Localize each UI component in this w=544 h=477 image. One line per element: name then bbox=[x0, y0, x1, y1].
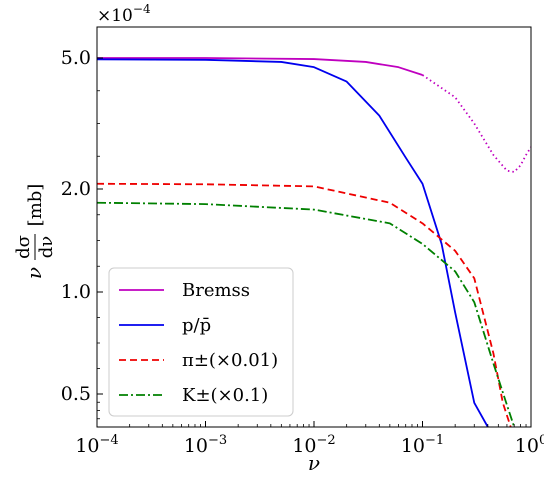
x-tick-label: 10−3 bbox=[184, 433, 227, 457]
y-tick-label: 1.0 bbox=[61, 281, 91, 303]
axis-labels: ×10−4 ν ν dσ dν [mb] bbox=[13, 2, 320, 475]
y-tick-label: 5.0 bbox=[61, 47, 91, 69]
series-layer bbox=[97, 57, 531, 427]
series-line-4 bbox=[97, 201, 516, 427]
x-tick-label: 10−1 bbox=[401, 433, 444, 457]
series-line-2 bbox=[97, 58, 489, 427]
y-axis-label-unit: [mb] bbox=[25, 184, 46, 227]
series-line-0 bbox=[97, 57, 423, 76]
legend-label: π±(×0.01) bbox=[182, 350, 278, 371]
y-multiplier: ×10−4 bbox=[97, 2, 151, 26]
legend-label: p/p̄ bbox=[182, 315, 211, 336]
legend-box bbox=[108, 267, 294, 417]
legend: Bremss p/p̄ π±(×0.01) K±(×0.1) bbox=[108, 267, 294, 417]
legend-label: Bremss bbox=[182, 280, 250, 301]
y-tick-label: 2.0 bbox=[61, 178, 91, 200]
legend-label: K±(×0.1) bbox=[182, 385, 268, 406]
x-axis-label: ν bbox=[308, 451, 320, 475]
y-tick-label: 0.5 bbox=[61, 383, 91, 405]
y-axis-label-numerator: dσ bbox=[13, 235, 34, 259]
x-tick-label: 10−2 bbox=[292, 433, 335, 457]
y-axis-label-nu: ν bbox=[22, 267, 46, 279]
axes-layer: 10−4 10−3 10−2 10−1 100 5.0 2.0 1.0 0.5 bbox=[61, 26, 544, 457]
series-line-3 bbox=[97, 182, 512, 427]
x-tick-label: 10−4 bbox=[75, 433, 118, 457]
y-axis-label-denominator: dν bbox=[36, 236, 57, 258]
y-axis-label: ν dσ dν [mb] bbox=[13, 184, 57, 279]
series-line-1 bbox=[421, 74, 531, 173]
x-tick-label: 100 bbox=[515, 433, 544, 457]
